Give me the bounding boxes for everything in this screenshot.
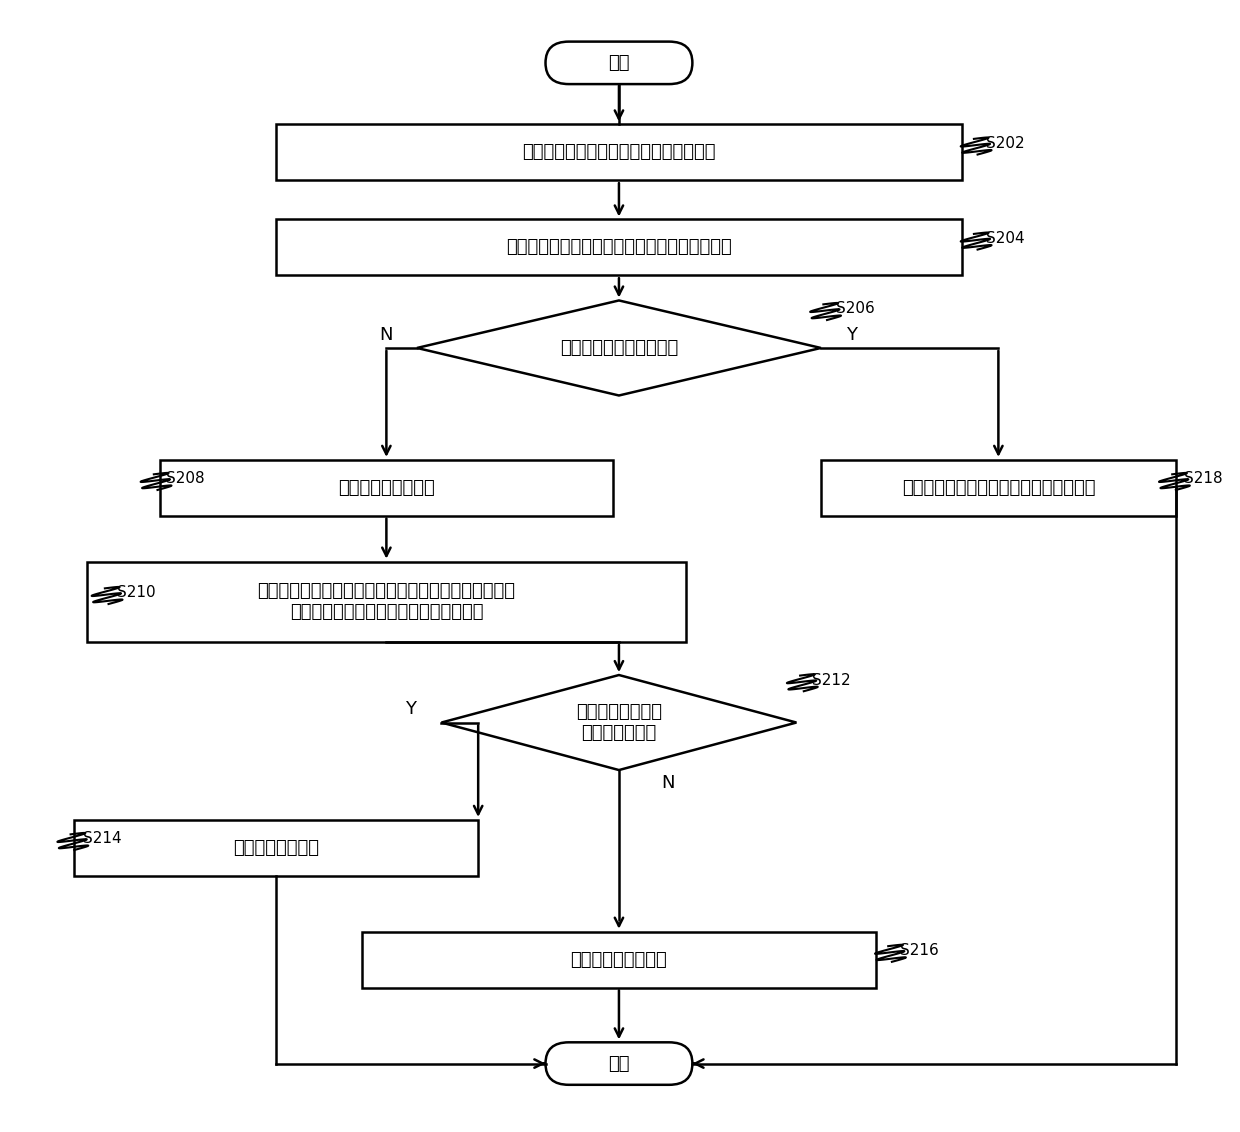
Text: N: N <box>379 326 393 343</box>
Text: Y: Y <box>846 326 857 343</box>
Bar <box>160 460 613 516</box>
Text: S204: S204 <box>986 231 1024 246</box>
Text: 获取车辆的制动踏板行程和制动管路压力: 获取车辆的制动踏板行程和制动管路压力 <box>522 144 715 161</box>
Text: 利用制动踏板行程和制动管路压力计算制动变量: 利用制动踏板行程和制动管路压力计算制动变量 <box>506 239 732 256</box>
FancyBboxPatch shape <box>546 1043 692 1084</box>
FancyBboxPatch shape <box>546 42 692 84</box>
Text: S208: S208 <box>166 471 205 487</box>
Text: 激活自动保持功能: 激活自动保持功能 <box>233 839 319 857</box>
Text: 自动保持功能是否已激活: 自动保持功能是否已激活 <box>559 338 678 357</box>
Bar <box>74 820 479 876</box>
Text: 不激活自动保持功能: 不激活自动保持功能 <box>570 951 667 969</box>
Bar <box>821 460 1176 516</box>
Text: 根据制动变量确定是否退出自动保持功能: 根据制动变量确定是否退出自动保持功能 <box>901 479 1095 497</box>
Bar <box>277 220 962 275</box>
Bar <box>87 561 686 642</box>
Text: 根据地面坡度确定阈值变量的取值，作为第一预设值，
阈值变量的取值随地面坡度的增大而减小: 根据地面坡度确定阈值变量的取值，作为第一预设值， 阈值变量的取值随地面坡度的增大… <box>258 582 516 621</box>
Bar <box>362 932 875 987</box>
Polygon shape <box>441 675 796 770</box>
Text: S218: S218 <box>1184 471 1223 487</box>
Text: 结束: 结束 <box>608 1055 630 1072</box>
Text: N: N <box>661 774 675 792</box>
Text: 获取当前的地面坡度: 获取当前的地面坡度 <box>339 479 435 497</box>
Polygon shape <box>417 300 821 395</box>
Text: S216: S216 <box>900 943 939 958</box>
Bar <box>277 125 962 180</box>
Text: 开始: 开始 <box>608 54 630 71</box>
Text: S206: S206 <box>836 301 874 316</box>
Text: Y: Y <box>405 700 417 718</box>
Text: S210: S210 <box>117 585 156 600</box>
Text: S212: S212 <box>812 672 851 687</box>
Text: S202: S202 <box>986 136 1024 151</box>
Text: S214: S214 <box>83 831 122 847</box>
Text: 制动变量是否大于
等于第一预设值: 制动变量是否大于 等于第一预设值 <box>575 703 662 741</box>
